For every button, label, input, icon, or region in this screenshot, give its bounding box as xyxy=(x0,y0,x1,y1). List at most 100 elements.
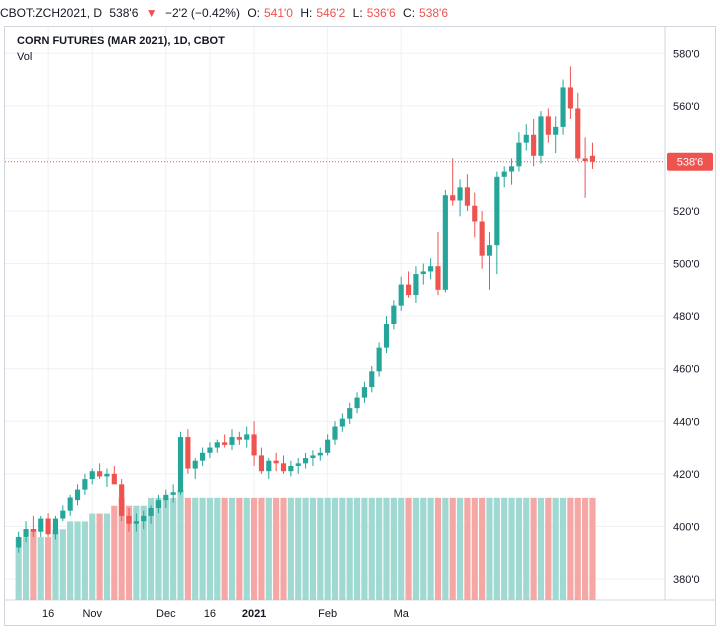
y-tick-label: 560'0 xyxy=(673,101,700,113)
candle-body xyxy=(45,518,51,535)
volume-bar xyxy=(221,497,228,600)
volume-bar xyxy=(559,497,567,600)
volume-bar xyxy=(398,497,405,600)
volume-bar xyxy=(302,497,309,600)
candle-body xyxy=(30,529,36,532)
volume-bar xyxy=(133,505,140,600)
volume-bar xyxy=(552,497,559,600)
close-label: C: xyxy=(403,6,416,20)
volume-bar xyxy=(501,497,508,600)
candle-body xyxy=(479,221,485,256)
last-price-badge xyxy=(667,152,713,171)
volume-bar xyxy=(140,505,147,600)
volume-bar xyxy=(184,497,191,600)
volume-bar xyxy=(582,497,589,600)
symbol-name[interactable]: CBOT:ZCH2021, D xyxy=(0,6,103,20)
volume-bar xyxy=(243,497,250,600)
volume-bar xyxy=(162,497,169,600)
volume-bar xyxy=(228,497,236,600)
candle-body xyxy=(560,87,566,127)
candle-body xyxy=(376,347,382,372)
candle-body xyxy=(582,158,588,162)
candle-body xyxy=(457,187,463,201)
candle-body xyxy=(97,471,103,477)
candle-body xyxy=(303,458,309,464)
candle-body xyxy=(508,166,515,172)
candle-body xyxy=(413,274,419,296)
candle-body xyxy=(148,508,154,516)
volume-bar xyxy=(427,497,434,600)
candle-body xyxy=(501,171,507,177)
volume-bar xyxy=(405,497,412,600)
y-tick-label: 460'0 xyxy=(673,364,700,376)
volume-bar xyxy=(22,537,30,600)
volume-bar xyxy=(287,497,294,600)
y-tick-label: 480'0 xyxy=(673,311,700,323)
candle-body xyxy=(244,434,250,440)
candle-body xyxy=(119,484,125,516)
candle-body xyxy=(310,455,316,459)
volume-bar xyxy=(52,529,59,600)
volume-bar xyxy=(295,497,302,600)
volume-bar xyxy=(15,537,22,600)
volume-bar xyxy=(148,497,155,600)
candle-body xyxy=(332,426,338,440)
candle-body xyxy=(23,529,29,537)
volume-bar xyxy=(515,497,522,600)
candle-body xyxy=(553,126,559,135)
chart-frame[interactable]: 380'0 400'0 420'0 440'0 460'0 480'0 500'0 520'0… xyxy=(4,26,716,626)
volume-bar xyxy=(250,497,258,600)
candle-body xyxy=(141,515,147,522)
volume-bar xyxy=(420,497,427,600)
volume-bar xyxy=(545,497,552,600)
close-value: 538'6 xyxy=(419,6,449,20)
candle-body xyxy=(170,492,176,495)
volume-bar xyxy=(125,505,133,600)
high-value: 546'2 xyxy=(316,6,346,20)
volume-bar xyxy=(192,497,199,600)
volume-bar xyxy=(368,497,375,600)
volume-bar xyxy=(309,497,317,600)
chart-legend-title: CORN FUTURES (MAR 2021), 1D, CBOT xyxy=(17,35,225,47)
candle-body xyxy=(428,266,434,272)
candle-body xyxy=(361,387,367,398)
open-label: O: xyxy=(247,6,260,20)
candle-body xyxy=(288,465,294,472)
candle-body xyxy=(192,460,198,469)
candle-body xyxy=(464,187,470,206)
volume-legend: Vol xyxy=(17,51,33,63)
candle-body xyxy=(450,195,456,201)
volume-bar xyxy=(456,497,464,600)
candle-body xyxy=(472,205,478,222)
candle-body xyxy=(185,437,191,469)
price-chart[interactable]: 380'0 400'0 420'0 440'0 460'0 480'0 500'0 520'0… xyxy=(5,27,715,625)
candle-body xyxy=(229,437,235,445)
candle-body xyxy=(325,439,331,453)
candle-body xyxy=(155,500,162,509)
y-tick-label: 440'0 xyxy=(673,416,700,428)
volume-bar xyxy=(199,497,206,600)
candle-body xyxy=(383,324,390,348)
x-tick-label: Nov xyxy=(82,608,102,620)
volume-bar xyxy=(89,513,96,600)
volume-bar xyxy=(170,497,177,600)
y-tick-label: 520'0 xyxy=(673,206,700,218)
candle-body xyxy=(222,442,228,445)
volume-bar xyxy=(96,513,103,600)
volume-bar xyxy=(177,490,184,600)
volume-bar xyxy=(479,497,486,600)
candle-body xyxy=(16,536,22,548)
volume-bar xyxy=(111,505,118,600)
volume-bar xyxy=(523,497,530,600)
candle-body xyxy=(567,87,573,109)
volume-bar xyxy=(449,497,456,600)
candle-body xyxy=(589,155,596,162)
candle-body xyxy=(295,463,301,466)
x-tick-label: 16 xyxy=(42,608,54,620)
candle-body xyxy=(60,510,66,519)
volume-bar xyxy=(486,497,493,600)
volume-bar xyxy=(74,521,81,600)
candle-body xyxy=(266,460,272,472)
price-change: −2'2 (−0.42%) xyxy=(164,6,240,20)
x-tick-label: Ma xyxy=(394,608,410,620)
